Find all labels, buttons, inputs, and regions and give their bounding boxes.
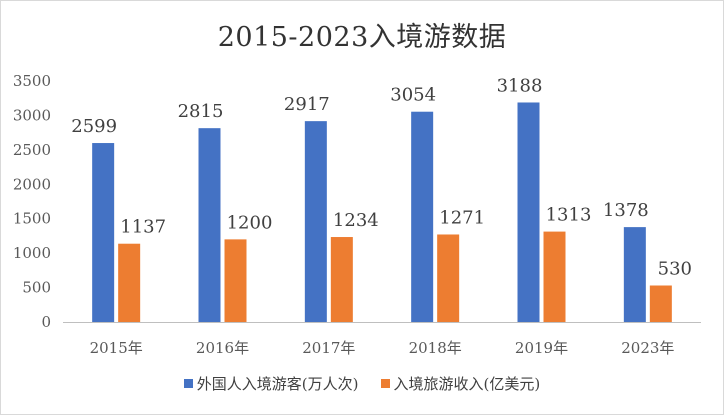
data-label-visitors: 2815 bbox=[178, 101, 224, 122]
data-label-visitors: 2917 bbox=[284, 94, 330, 115]
x-tick-label: 2023年 bbox=[621, 339, 674, 357]
data-label-revenue: 530 bbox=[658, 259, 692, 280]
y-tick-label: 1500 bbox=[13, 210, 51, 228]
data-label-visitors: 3054 bbox=[390, 85, 436, 106]
data-label-revenue: 1137 bbox=[120, 217, 166, 238]
x-tick-label: 2015年 bbox=[90, 339, 143, 357]
legend-item-revenue: 入境旅游收入(亿美元) bbox=[380, 373, 541, 394]
y-tick-label: 2000 bbox=[13, 175, 51, 193]
data-label-revenue: 1313 bbox=[546, 205, 592, 226]
bar-visitors bbox=[517, 102, 540, 322]
y-tick-label: 3500 bbox=[13, 72, 51, 90]
chart-title: 2015-2023入境游数据 bbox=[217, 22, 507, 53]
bar-revenue bbox=[330, 237, 353, 322]
x-tick-label: 2017年 bbox=[302, 339, 355, 357]
bar-revenue bbox=[437, 234, 460, 322]
y-tick-label: 500 bbox=[22, 279, 51, 297]
bar-revenue bbox=[224, 239, 247, 322]
bar-visitors bbox=[304, 121, 327, 323]
bar-revenue bbox=[649, 285, 672, 322]
bar-visitors bbox=[92, 143, 115, 322]
legend: 外国人入境游客(万人次) 入境旅游收入(亿美元) bbox=[1, 373, 723, 394]
data-label-visitors: 1378 bbox=[603, 200, 649, 221]
data-label-visitors: 2599 bbox=[71, 116, 117, 137]
legend-item-visitors: 外国人入境游客(万人次) bbox=[183, 373, 359, 394]
y-tick-label: 0 bbox=[41, 313, 51, 331]
data-label-revenue: 1200 bbox=[227, 212, 273, 233]
y-tick-label: 1000 bbox=[13, 244, 51, 262]
bar-visitors bbox=[623, 227, 646, 322]
y-tick-label: 2500 bbox=[13, 141, 51, 159]
bar-revenue bbox=[118, 243, 141, 322]
x-tick-label: 2019年 bbox=[515, 339, 568, 357]
data-label-revenue: 1271 bbox=[439, 207, 485, 228]
bar-visitors bbox=[411, 111, 434, 322]
legend-label-revenue: 入境旅游收入(亿美元) bbox=[393, 375, 541, 393]
data-label-revenue: 1234 bbox=[333, 210, 379, 231]
x-tick-label: 2016年 bbox=[196, 339, 249, 357]
legend-swatch-revenue bbox=[380, 379, 390, 388]
bar-visitors bbox=[198, 128, 221, 322]
x-tick-label: 2018年 bbox=[409, 339, 462, 357]
legend-swatch-visitors bbox=[183, 379, 193, 388]
bar-revenue bbox=[543, 231, 566, 322]
legend-label-visitors: 外国人入境游客(万人次) bbox=[196, 375, 359, 393]
data-label-visitors: 3188 bbox=[497, 75, 543, 96]
y-tick-label: 3000 bbox=[13, 106, 51, 124]
